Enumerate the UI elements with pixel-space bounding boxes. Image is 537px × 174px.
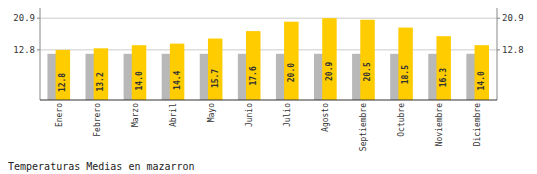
chart-container: 12.8 13.2 14.0 14.4 15.7 17.6 20.0 20.9 20.5 18.5… bbox=[0, 0, 537, 174]
bar bbox=[390, 54, 400, 100]
x-tick-label: Abril bbox=[169, 103, 178, 127]
bar bbox=[200, 54, 210, 100]
y-tick-label-right: 20.9 bbox=[502, 13, 524, 23]
y-tick-label: 12.8 bbox=[13, 45, 35, 55]
bar bbox=[466, 54, 476, 100]
y-axis-line bbox=[40, 8, 41, 100]
data-label: 17.6 bbox=[249, 66, 258, 85]
bar bbox=[398, 28, 412, 100]
bar bbox=[56, 50, 70, 100]
y-tick bbox=[37, 18, 40, 19]
x-tick-label: Febrero bbox=[93, 103, 102, 137]
bar bbox=[276, 54, 286, 100]
y-axis-line-right bbox=[497, 8, 498, 100]
grid-line bbox=[40, 18, 497, 19]
y-tick-right bbox=[497, 18, 500, 19]
data-label: 15.7 bbox=[211, 69, 220, 88]
chart-title: Temperaturas Medias en mazarron bbox=[8, 161, 195, 172]
bar bbox=[162, 54, 172, 100]
bar bbox=[246, 31, 260, 100]
bar bbox=[475, 45, 489, 100]
x-tick-label: Diciembre bbox=[473, 103, 482, 147]
x-tick-label: Junio bbox=[245, 103, 254, 127]
x-tick-label: Enero bbox=[55, 103, 64, 127]
bar bbox=[436, 36, 450, 100]
x-tick-label: Noviembre bbox=[435, 103, 444, 147]
data-label: 20.0 bbox=[287, 63, 296, 82]
bar bbox=[208, 39, 222, 100]
bar bbox=[284, 22, 298, 100]
bar bbox=[94, 48, 108, 100]
data-label: 14.4 bbox=[173, 70, 182, 89]
bar bbox=[132, 45, 146, 100]
bar bbox=[352, 54, 362, 100]
data-label: 20.5 bbox=[363, 62, 372, 81]
y-tick-label: 20.9 bbox=[13, 13, 35, 23]
bar bbox=[238, 54, 248, 100]
bars bbox=[47, 18, 489, 100]
data-label: 13.2 bbox=[96, 72, 105, 91]
data-label: 12.8 bbox=[58, 73, 67, 92]
data-label: 18.5 bbox=[401, 65, 410, 84]
bar bbox=[170, 44, 184, 100]
x-tick-label: Agosto bbox=[321, 103, 330, 132]
y-tick-right bbox=[497, 49, 500, 50]
x-axis-line bbox=[40, 99, 497, 100]
bar bbox=[360, 20, 374, 100]
x-tick-label: Octubre bbox=[397, 103, 406, 137]
bar bbox=[86, 54, 96, 100]
data-label: 20.9 bbox=[325, 62, 334, 81]
x-tick-label: Marzo bbox=[131, 103, 140, 127]
data-label: 16.3 bbox=[439, 68, 448, 87]
x-tick-label: Julio bbox=[283, 103, 292, 127]
bar bbox=[322, 18, 336, 100]
bar bbox=[314, 54, 324, 100]
grid-line bbox=[40, 49, 497, 50]
bar bbox=[428, 54, 438, 100]
data-label: 14.0 bbox=[477, 71, 486, 90]
chart-svg: 12.8 13.2 14.0 14.4 15.7 17.6 20.0 20.9 20.5 18.5… bbox=[0, 0, 537, 174]
y-tick-label-right: 12.8 bbox=[502, 45, 524, 55]
data-label: 14.0 bbox=[135, 71, 144, 90]
x-tick-label: Septiembre bbox=[359, 103, 368, 151]
bar bbox=[47, 54, 57, 100]
bar bbox=[124, 54, 134, 100]
x-tick-label: Mayo bbox=[207, 103, 216, 122]
y-tick bbox=[37, 49, 40, 50]
